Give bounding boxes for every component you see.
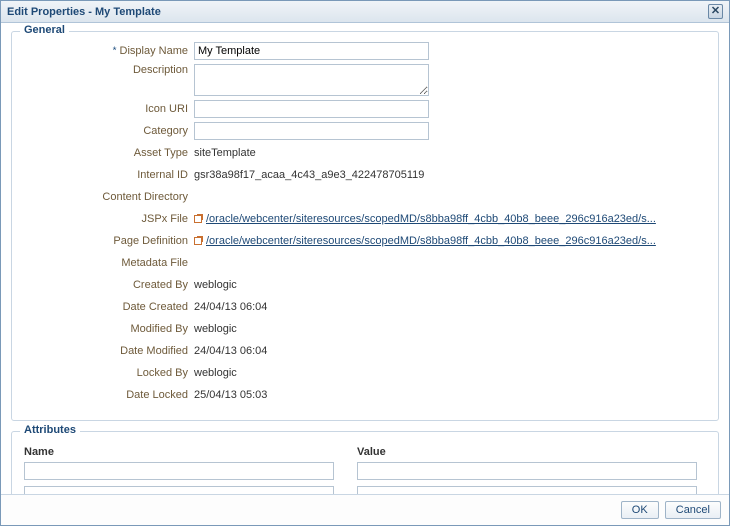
attributes-fieldset: Attributes Name Value Add More <box>11 431 719 494</box>
dialog-footer: OK Cancel <box>1 494 729 525</box>
asset-type-value: siteTemplate <box>194 147 256 159</box>
created-by-label: Created By <box>24 279 194 291</box>
date-created-value: 24/04/13 06:04 <box>194 301 267 313</box>
page-definition-link[interactable]: /oracle/webcenter/siteresources/scopedMD… <box>206 235 656 247</box>
asset-type-label: Asset Type <box>24 147 194 159</box>
dialog-content: General * Display Name Description Icon … <box>1 23 729 494</box>
general-fieldset: General * Display Name Description Icon … <box>11 31 719 421</box>
icon-uri-input[interactable] <box>194 100 429 118</box>
close-icon: ✕ <box>711 6 720 17</box>
description-label: Description <box>24 64 194 76</box>
page-definition-label: Page Definition <box>24 235 194 247</box>
dialog-title: Edit Properties - My Template <box>7 6 708 18</box>
attr-value-input[interactable] <box>357 462 697 480</box>
edit-properties-dialog: Edit Properties - My Template ✕ General … <box>0 0 730 526</box>
external-link-icon <box>194 237 202 245</box>
category-label: Category <box>24 125 194 137</box>
date-locked-value: 25/04/13 05:03 <box>194 389 267 401</box>
jspx-file-label: JSPx File <box>24 213 194 225</box>
external-link-icon <box>194 215 202 223</box>
jspx-file-link[interactable]: /oracle/webcenter/siteresources/scopedMD… <box>206 213 656 225</box>
date-locked-label: Date Locked <box>24 389 194 401</box>
attr-name-input[interactable] <box>24 486 334 494</box>
attr-value-input[interactable] <box>357 486 697 494</box>
content-directory-label: Content Directory <box>24 191 194 203</box>
display-name-input[interactable] <box>194 42 429 60</box>
attr-header-value: Value <box>357 446 386 458</box>
general-legend: General <box>20 24 69 36</box>
locked-by-value: weblogic <box>194 367 237 379</box>
attribute-row <box>24 462 706 480</box>
locked-by-label: Locked By <box>24 367 194 379</box>
icon-uri-label: Icon URI <box>24 103 194 115</box>
dialog-titlebar: Edit Properties - My Template ✕ <box>1 1 729 23</box>
category-input[interactable] <box>194 122 429 140</box>
date-modified-label: Date Modified <box>24 345 194 357</box>
internal-id-value: gsr38a98f17_acaa_4c43_a9e3_422478705119 <box>194 169 424 181</box>
display-name-label: * Display Name <box>24 45 194 57</box>
modified-by-value: weblogic <box>194 323 237 335</box>
attributes-legend: Attributes <box>20 424 80 436</box>
metadata-file-label: Metadata File <box>24 257 194 269</box>
attr-name-input[interactable] <box>24 462 334 480</box>
description-textarea[interactable] <box>194 64 429 96</box>
date-created-label: Date Created <box>24 301 194 313</box>
modified-by-label: Modified By <box>24 323 194 335</box>
required-marker-icon: * <box>113 46 117 57</box>
close-button[interactable]: ✕ <box>708 4 723 19</box>
internal-id-label: Internal ID <box>24 169 194 181</box>
created-by-value: weblogic <box>194 279 237 291</box>
cancel-button[interactable]: Cancel <box>665 501 721 519</box>
attr-header-name: Name <box>24 446 357 458</box>
attribute-row <box>24 486 706 494</box>
date-modified-value: 24/04/13 06:04 <box>194 345 267 357</box>
ok-button[interactable]: OK <box>621 501 659 519</box>
